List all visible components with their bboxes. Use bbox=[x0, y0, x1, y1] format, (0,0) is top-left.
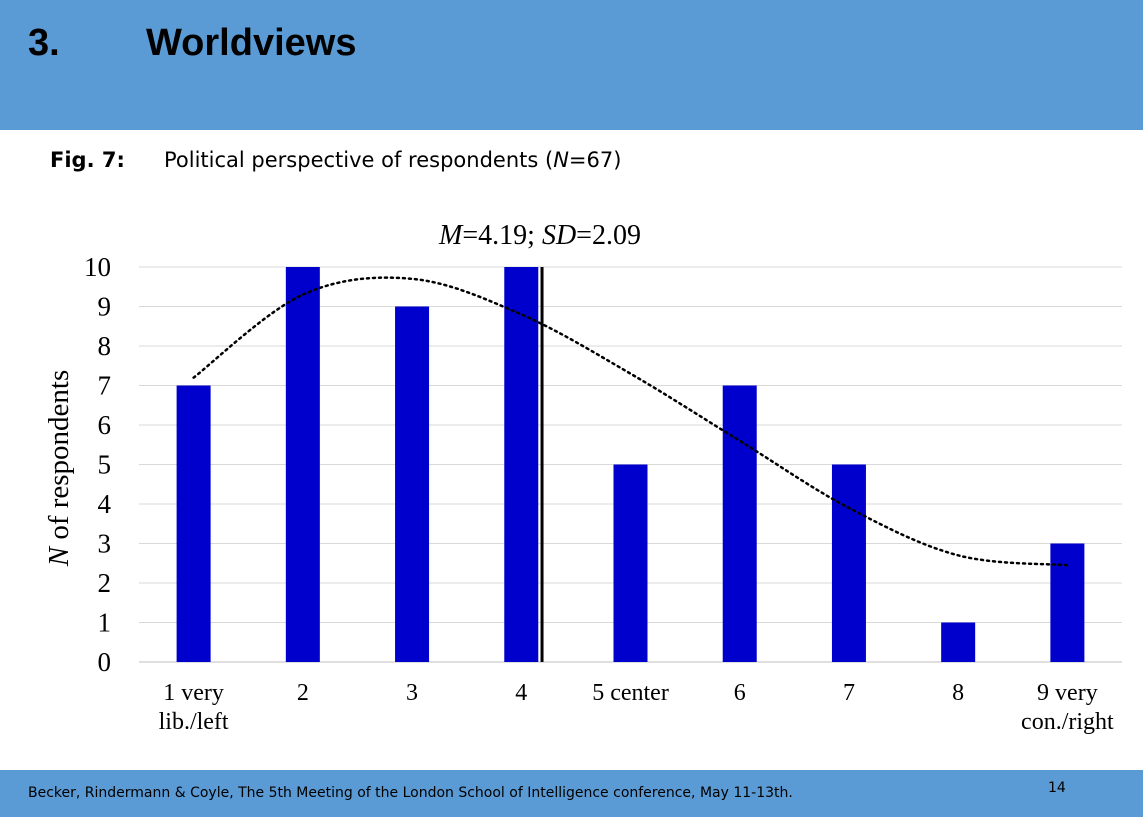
y-axis-label-n: N bbox=[43, 545, 75, 567]
bar bbox=[613, 464, 648, 662]
slide-header: 3. Worldviews bbox=[0, 0, 1143, 130]
y-tick-label: 10 bbox=[84, 252, 111, 282]
x-tick-label-line: 9 very bbox=[1037, 680, 1098, 706]
bar bbox=[831, 464, 866, 662]
bar bbox=[1050, 543, 1085, 662]
chart-title-m-symbol: M bbox=[438, 220, 464, 251]
y-tick-label: 5 bbox=[98, 450, 112, 480]
bar bbox=[176, 385, 211, 662]
x-tick-label: 8 bbox=[952, 680, 964, 706]
x-tick-label: 4 bbox=[515, 680, 527, 706]
x-tick-label: 7 bbox=[843, 680, 855, 706]
page-number: 14 bbox=[1048, 780, 1066, 796]
x-tick-label-line: 8 bbox=[952, 680, 964, 706]
y-tick-label: 9 bbox=[98, 292, 112, 322]
x-tick-label-line: 2 bbox=[297, 680, 309, 706]
y-axis-label: N of respondents bbox=[43, 370, 75, 568]
x-tick-label-line: 4 bbox=[515, 680, 527, 706]
bar bbox=[504, 267, 539, 662]
y-tick-label: 8 bbox=[98, 331, 112, 361]
chart-title-m-value: =4.19; bbox=[462, 220, 542, 251]
x-tick-label-line: 6 bbox=[734, 680, 746, 706]
trendline bbox=[192, 276, 1069, 567]
x-tick-label-line: lib./left bbox=[159, 709, 229, 735]
bar bbox=[941, 622, 976, 662]
figure-label: Fig. 7: bbox=[50, 148, 125, 172]
y-tick-label: 1 bbox=[98, 608, 112, 638]
x-axis-ticks: 1 very lib./left 2 3 4 5 center 6 7 8 9 very con./… bbox=[159, 680, 1114, 735]
y-axis-ticks: 0 1 2 3 4 5 6 7 8 9 10 bbox=[84, 252, 112, 677]
x-tick-label: 1 very lib./left bbox=[159, 680, 229, 735]
trendline-group bbox=[192, 276, 1069, 567]
x-tick-label-line: 3 bbox=[406, 680, 418, 706]
x-tick-label-line: con./right bbox=[1021, 709, 1114, 735]
bar bbox=[395, 306, 430, 662]
figure-caption: Political perspective of respondents (N=… bbox=[164, 148, 621, 172]
bar bbox=[722, 385, 757, 662]
chart-title-sd-symbol: SD bbox=[542, 220, 576, 251]
y-tick-label: 2 bbox=[98, 568, 112, 598]
chart-title-sd-value: =2.09 bbox=[576, 220, 641, 251]
x-tick-label: 2 bbox=[297, 680, 309, 706]
footer-citation: Becker, Rindermann & Coyle, The 5th Meet… bbox=[28, 785, 793, 801]
x-tick-label-line: 1 very bbox=[163, 680, 224, 706]
x-tick-label: 3 bbox=[406, 680, 418, 706]
caption-n-symbol: N bbox=[553, 148, 569, 172]
slide-title: Worldviews bbox=[146, 22, 357, 64]
chart-title: M=4.19; SD=2.09 bbox=[438, 220, 641, 251]
y-tick-label: 7 bbox=[98, 371, 112, 401]
slide-footer: Becker, Rindermann & Coyle, The 5th Meet… bbox=[0, 770, 1143, 817]
y-axis-label-rest: of respondents bbox=[43, 370, 75, 547]
bars bbox=[176, 267, 1085, 662]
bar bbox=[285, 267, 320, 662]
y-tick-label: 0 bbox=[98, 647, 112, 677]
x-tick-label-line: 7 bbox=[843, 680, 855, 706]
x-tick-label-line: 5 center bbox=[592, 680, 669, 706]
x-tick-label: 6 bbox=[734, 680, 746, 706]
caption-n-value: =67) bbox=[568, 148, 622, 172]
y-tick-label: 3 bbox=[98, 529, 112, 559]
slide-number: 3. bbox=[28, 22, 60, 64]
y-tick-label: 6 bbox=[98, 410, 112, 440]
bar-chart: 0 1 2 3 4 5 6 7 8 9 10 1 very lib./left 2 3 4 5 center 6… bbox=[43, 220, 1122, 735]
y-tick-label: 4 bbox=[98, 489, 112, 519]
x-tick-label: 9 very con./right bbox=[1021, 680, 1114, 735]
caption-prefix: Political perspective of respondents ( bbox=[164, 148, 554, 172]
x-tick-label: 5 center bbox=[592, 680, 669, 706]
